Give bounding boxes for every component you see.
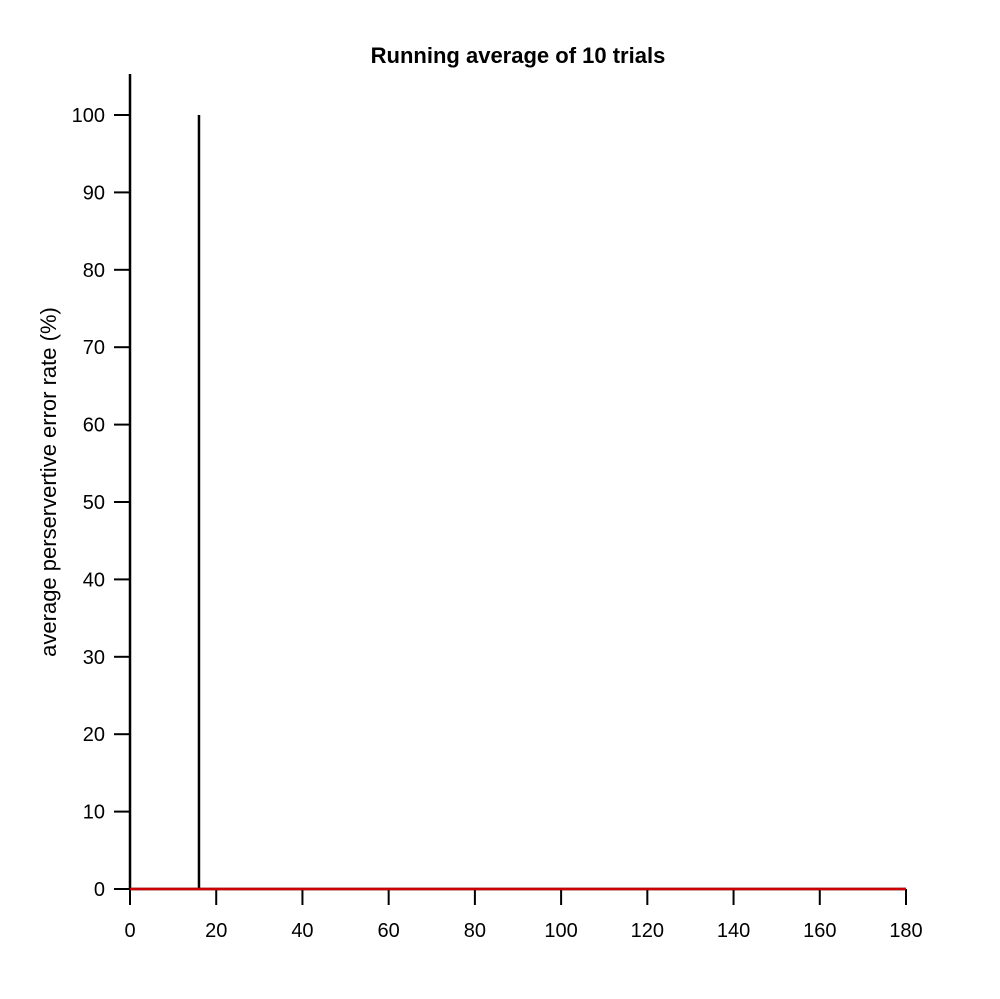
y-tick-label: 70 [83,337,105,359]
y-tick-label: 60 [83,415,105,437]
x-tick-label: 100 [544,920,577,942]
x-tick-label: 180 [889,920,922,942]
y-axis-label: average perservertive error rate (%) [36,307,61,657]
x-tick-label: 60 [378,920,400,942]
x-tick-label: 140 [717,920,750,942]
x-tick-label: 160 [803,920,836,942]
y-tick-label: 50 [83,492,105,514]
plot-marks [130,115,906,891]
x-tick-label: 20 [205,920,227,942]
x-ticks: 0 20 40 60 80 100 120 140 160 180 [124,889,923,942]
chart-title: Running average of 10 trials [371,43,666,68]
y-tick-label: 20 [83,724,105,746]
y-tick-label: 90 [83,182,105,204]
y-tick-label: 30 [83,647,105,669]
y-ticks: 0 10 20 30 40 50 60 70 80 90 100 [72,105,130,901]
y-tick-label: 10 [83,802,105,824]
y-tick-label: 40 [83,569,105,591]
y-tick-label: 80 [83,260,105,282]
y-tick-label: 0 [94,879,105,901]
x-tick-label: 80 [464,920,486,942]
x-tick-label: 40 [291,920,313,942]
y-tick-label: 100 [72,105,105,127]
x-tick-label: 120 [631,920,664,942]
x-tick-label: 0 [124,920,135,942]
